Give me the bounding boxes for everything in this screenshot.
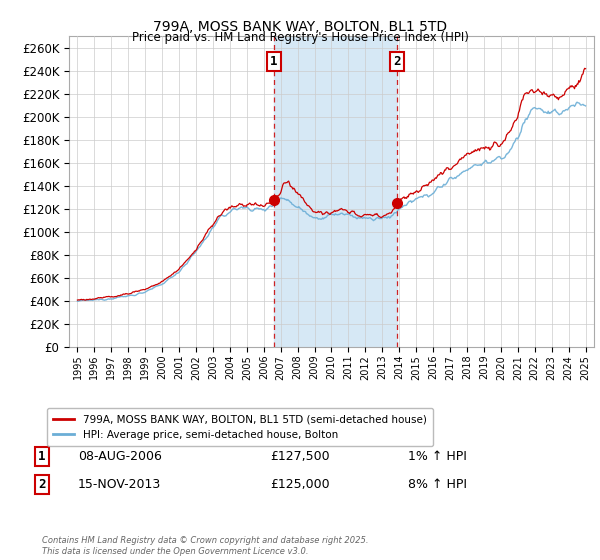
- Text: 1% ↑ HPI: 1% ↑ HPI: [408, 450, 467, 463]
- Text: £127,500: £127,500: [270, 450, 329, 463]
- Bar: [274, 36, 397, 347]
- Text: 8% ↑ HPI: 8% ↑ HPI: [408, 478, 467, 491]
- Text: 08-AUG-2006: 08-AUG-2006: [78, 450, 162, 463]
- Text: 2: 2: [38, 478, 46, 491]
- Text: 1: 1: [38, 450, 46, 463]
- Text: 1: 1: [270, 55, 278, 68]
- Text: £125,000: £125,000: [270, 478, 329, 491]
- Text: Price paid vs. HM Land Registry's House Price Index (HPI): Price paid vs. HM Land Registry's House …: [131, 31, 469, 44]
- Text: Contains HM Land Registry data © Crown copyright and database right 2025.
This d: Contains HM Land Registry data © Crown c…: [42, 536, 368, 556]
- Text: 15-NOV-2013: 15-NOV-2013: [78, 478, 161, 491]
- Text: 799A, MOSS BANK WAY, BOLTON, BL1 5TD: 799A, MOSS BANK WAY, BOLTON, BL1 5TD: [153, 20, 447, 34]
- Legend: 799A, MOSS BANK WAY, BOLTON, BL1 5TD (semi-detached house), HPI: Average price, : 799A, MOSS BANK WAY, BOLTON, BL1 5TD (se…: [47, 408, 433, 446]
- Text: 2: 2: [394, 55, 401, 68]
